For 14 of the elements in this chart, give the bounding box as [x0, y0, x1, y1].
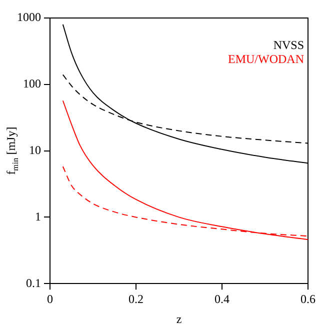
line-series	[62, 100, 308, 240]
y-tick-label: 100	[23, 76, 41, 91]
y-tick-label: 0.1	[26, 276, 41, 290]
y-tick-label: 10	[29, 142, 41, 157]
text: NVSS	[273, 38, 304, 52]
text: EMU/WODAN	[228, 52, 304, 66]
x-tick-label: 0.4	[214, 292, 230, 306]
y-axis-title: fmin [mJy]	[4, 126, 20, 175]
x-tick-label: 0	[47, 292, 53, 306]
y-tick-label: 1	[35, 209, 41, 224]
x-tick-label: 0.6	[300, 292, 316, 306]
x-tick-label: 0.2	[128, 292, 144, 306]
y-tick-label: 1000	[17, 10, 41, 24]
x-axis-title: z	[176, 312, 182, 326]
